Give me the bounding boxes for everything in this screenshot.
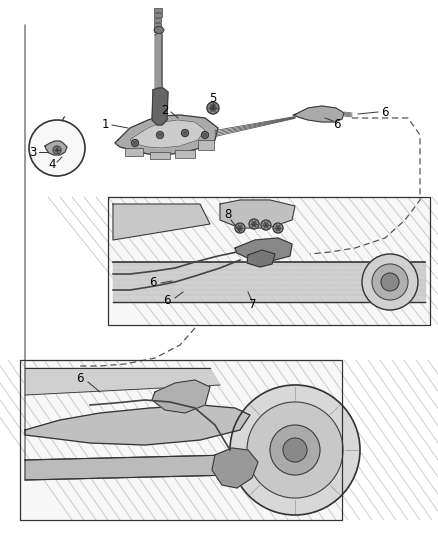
Circle shape xyxy=(273,223,283,233)
Text: 6: 6 xyxy=(76,372,84,384)
Bar xyxy=(198,140,214,150)
Polygon shape xyxy=(25,405,250,445)
Bar xyxy=(175,150,195,158)
Circle shape xyxy=(156,132,163,139)
Polygon shape xyxy=(152,380,210,413)
Circle shape xyxy=(134,141,137,144)
Circle shape xyxy=(210,105,216,111)
Circle shape xyxy=(184,132,187,134)
Circle shape xyxy=(247,402,343,498)
Circle shape xyxy=(251,222,257,227)
Polygon shape xyxy=(155,32,162,108)
Bar xyxy=(21,361,341,519)
Circle shape xyxy=(264,222,268,228)
Text: 1: 1 xyxy=(101,118,109,132)
Circle shape xyxy=(362,254,418,310)
Text: 8: 8 xyxy=(224,207,232,221)
Text: 3: 3 xyxy=(29,146,37,158)
Bar xyxy=(154,23,161,27)
Text: 2: 2 xyxy=(161,103,169,117)
Polygon shape xyxy=(113,204,210,240)
Circle shape xyxy=(230,385,360,515)
Circle shape xyxy=(381,273,399,291)
Circle shape xyxy=(29,120,85,176)
Text: 5: 5 xyxy=(209,92,217,104)
Circle shape xyxy=(249,219,259,229)
Circle shape xyxy=(159,133,162,136)
Text: 6: 6 xyxy=(381,106,389,118)
Circle shape xyxy=(237,225,243,230)
Polygon shape xyxy=(25,455,235,480)
Bar xyxy=(108,197,430,325)
Bar xyxy=(109,198,429,324)
Ellipse shape xyxy=(154,27,164,34)
Polygon shape xyxy=(293,106,344,122)
Polygon shape xyxy=(220,200,295,228)
Bar xyxy=(154,28,161,32)
Circle shape xyxy=(283,438,307,462)
Bar xyxy=(154,18,161,22)
Polygon shape xyxy=(115,115,218,155)
Circle shape xyxy=(204,133,206,136)
Circle shape xyxy=(131,140,138,147)
Circle shape xyxy=(270,425,320,475)
Circle shape xyxy=(372,264,408,300)
Polygon shape xyxy=(25,368,220,395)
Polygon shape xyxy=(212,448,258,488)
Polygon shape xyxy=(247,250,275,267)
Text: 7: 7 xyxy=(249,298,257,311)
Circle shape xyxy=(207,102,219,114)
Circle shape xyxy=(276,225,280,230)
Circle shape xyxy=(261,220,271,230)
Circle shape xyxy=(235,223,245,233)
Circle shape xyxy=(56,149,59,151)
Bar xyxy=(20,360,342,520)
Text: 6: 6 xyxy=(333,117,341,131)
Text: 6: 6 xyxy=(149,277,157,289)
Bar xyxy=(125,148,143,156)
Polygon shape xyxy=(235,238,292,260)
Bar xyxy=(154,8,162,12)
Circle shape xyxy=(201,132,208,139)
Polygon shape xyxy=(45,141,67,155)
Circle shape xyxy=(181,130,188,136)
Circle shape xyxy=(53,146,61,154)
Bar xyxy=(154,13,162,17)
Polygon shape xyxy=(130,120,205,148)
Text: 6: 6 xyxy=(163,294,171,306)
Polygon shape xyxy=(152,88,168,125)
Text: 4: 4 xyxy=(48,158,56,172)
Bar xyxy=(150,152,170,159)
